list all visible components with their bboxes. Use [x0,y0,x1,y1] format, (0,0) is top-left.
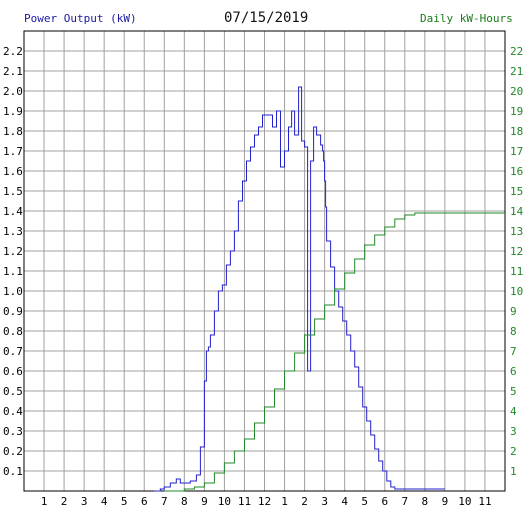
x-tick-label: 7 [401,495,408,508]
y-tick-label-left: 0.2 [3,445,23,458]
y-tick-label-right: 12 [510,245,523,258]
chart-date-title: 07/15/2019 [224,10,309,26]
x-tick-label: 3 [321,495,328,508]
y-tick-label-left: 2.1 [3,65,23,78]
y-tick-label-right: 6 [510,365,517,378]
plot-frame [23,30,506,492]
x-tick-label: 6 [381,495,388,508]
y-tick-label-left: 2.0 [3,85,23,98]
x-tick-label: 4 [341,495,348,508]
y-tick-label-right: 4 [510,405,517,418]
x-tick-label: 3 [81,495,88,508]
x-tick-label: 8 [181,495,188,508]
y-tick-label-right: 2 [510,445,517,458]
y-tick-label-left: 1.4 [3,205,23,218]
y-tick-label-left: 0.7 [3,345,23,358]
y-tick-label-right: 20 [510,85,523,98]
y-tick-label-right: 5 [510,385,517,398]
x-tick-label: 10 [458,495,471,508]
y-tick-label-right: 11 [510,265,523,278]
y-tick-label-left: 1.6 [3,165,23,178]
y-tick-label-right: 8 [510,325,517,338]
y-tick-label-left: 1.0 [3,285,23,298]
x-tick-label: 11 [238,495,251,508]
x-tick-label: 5 [121,495,128,508]
y-tick-label-left: 1.7 [3,145,23,158]
y-tick-label-right: 17 [510,145,523,158]
y-tick-label-right: 14 [510,205,524,218]
x-tick-label: 11 [478,495,491,508]
x-tick-label: 1 [281,495,288,508]
x-tick-label: 10 [218,495,231,508]
right-axis-title: Daily kW-Hours [420,12,513,25]
left-axis-title: Power Output (kW) [24,12,137,25]
x-tick-label: 2 [301,495,308,508]
y-tick-label-right: 3 [510,425,517,438]
y-tick-label-right: 22 [510,45,523,58]
y-tick-label-left: 0.5 [3,385,23,398]
y-tick-label-left: 1.9 [3,105,23,118]
y-tick-label-left: 1.8 [3,125,23,138]
y-tick-label-left: 0.8 [3,325,23,338]
y-tick-label-left: 1.5 [3,185,23,198]
energy-series-line [164,212,505,492]
y-tick-label-right: 18 [510,125,523,138]
y-tick-label-right: 21 [510,65,523,78]
y-tick-label-left: 1.3 [3,225,23,238]
y-tick-label-right: 13 [510,225,523,238]
y-tick-label-right: 15 [510,185,523,198]
y-tick-label-left: 0.9 [3,305,23,318]
power-series-line [154,86,445,492]
x-tick-label: 12 [258,495,271,508]
y-tick-label-left: 0.4 [3,405,23,418]
y-tick-label-right: 9 [510,305,517,318]
x-tick-label: 8 [422,495,429,508]
y-tick-label-left: 1.2 [3,245,23,258]
x-tick-label: 4 [101,495,108,508]
x-tick-label: 9 [442,495,449,508]
x-tick-label: 9 [201,495,208,508]
x-tick-label: 7 [161,495,168,508]
y-tick-label-right: 7 [510,345,517,358]
y-tick-label-left: 0.6 [3,365,23,378]
y-tick-label-right: 10 [510,285,523,298]
x-tick-label: 6 [141,495,148,508]
y-tick-label-left: 0.3 [3,425,23,438]
y-tick-label-right: 16 [510,165,523,178]
x-tick-label: 2 [61,495,68,508]
x-tick-label: 5 [361,495,368,508]
y-tick-label-right: 1 [510,465,517,478]
y-tick-label-left: 0.1 [3,465,23,478]
y-tick-label-left: 1.1 [3,265,23,278]
y-tick-label-right: 19 [510,105,523,118]
x-tick-label: 1 [41,495,48,508]
y-tick-label-left: 2.2 [3,45,23,58]
